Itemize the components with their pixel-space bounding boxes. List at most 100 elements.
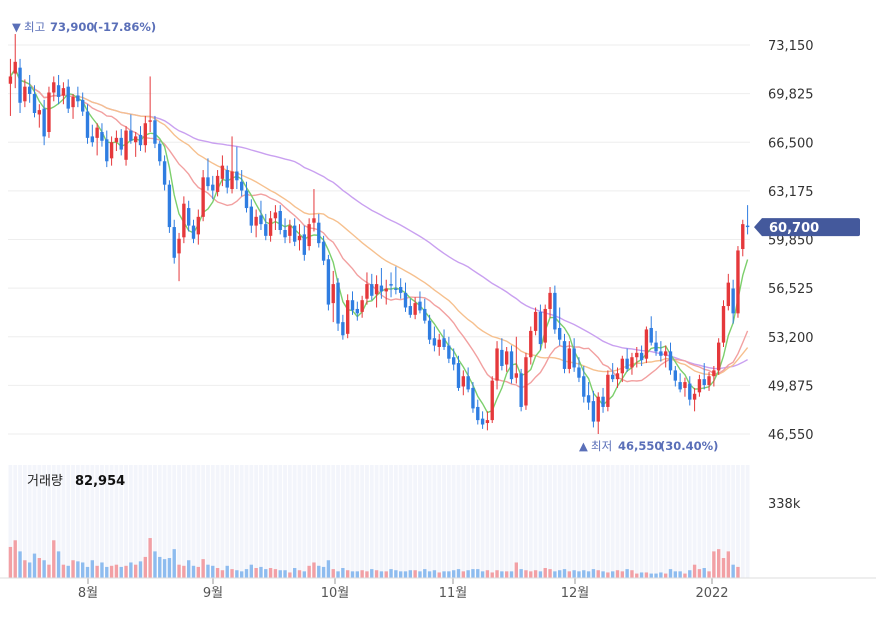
volume-bar[interactable] [312,562,316,578]
candle[interactable] [615,367,620,388]
candle[interactable] [403,282,408,312]
volume-bar[interactable] [268,568,273,578]
candle[interactable] [692,387,697,412]
candle[interactable] [268,210,273,242]
volume-bar[interactable] [336,571,340,578]
volume-bar[interactable] [283,570,287,578]
volume-bar[interactable] [480,571,485,578]
volume-bar[interactable] [524,570,528,578]
volume-bar[interactable] [158,556,162,578]
candle[interactable] [466,367,470,393]
volume-bar[interactable] [317,565,321,578]
candle[interactable] [533,307,538,336]
candle[interactable] [71,93,75,119]
volume-bar[interactable] [8,546,13,578]
volume-bar[interactable] [504,571,509,578]
volume-bar[interactable] [61,564,66,578]
volume-bar[interactable] [80,562,85,578]
candle[interactable] [659,341,663,362]
volume-bar[interactable] [124,565,128,578]
candle[interactable] [721,300,726,347]
candle[interactable] [456,355,461,391]
candle[interactable] [437,333,441,356]
candle[interactable] [61,82,66,105]
volume-bar[interactable] [56,551,61,578]
volume-bar[interactable] [119,566,123,578]
candle[interactable] [471,382,475,413]
volume-bar[interactable] [659,572,663,578]
candle[interactable] [211,175,215,200]
volume-bar[interactable] [394,570,398,578]
volume-bar[interactable] [37,558,42,578]
volume-bar[interactable] [138,561,143,578]
candle[interactable] [191,219,196,244]
candle[interactable] [736,246,740,318]
volume-bar[interactable] [553,571,557,578]
candle[interactable] [206,158,210,191]
candle[interactable] [370,273,374,301]
candle[interactable] [109,136,114,166]
volume-bar[interactable] [254,568,258,578]
candle[interactable] [697,374,702,397]
candle[interactable] [138,126,143,152]
volume-bar[interactable] [148,538,152,578]
volume-bar[interactable] [23,560,27,578]
candle[interactable] [95,123,99,156]
candle[interactable] [635,346,639,368]
candle[interactable] [297,224,302,251]
volume-bar[interactable] [625,569,629,578]
candle[interactable] [312,189,316,232]
volume-bar[interactable] [485,570,490,578]
candle[interactable] [13,34,17,89]
candle[interactable] [244,181,249,213]
candle[interactable] [389,272,393,298]
volume-bar[interactable] [726,551,731,578]
candle[interactable] [18,58,22,114]
volume-bar-series[interactable] [8,538,740,578]
volume-bar[interactable] [557,570,562,578]
candle[interactable] [572,338,576,372]
volume-bar[interactable] [42,560,46,578]
volume-bar[interactable] [220,570,225,578]
volume-bar[interactable] [225,565,229,578]
candle[interactable] [278,205,282,235]
volume-bar[interactable] [302,571,307,578]
candle[interactable] [702,363,706,390]
volume-bar[interactable] [582,570,586,578]
volume-bar[interactable] [398,571,403,578]
volume-bar[interactable] [211,565,215,578]
volume-bar[interactable] [466,570,470,578]
candle[interactable] [596,392,600,434]
volume-bar[interactable] [182,565,186,578]
candle[interactable] [663,345,668,368]
candle[interactable] [562,333,567,374]
volume-bar[interactable] [673,571,678,578]
candle[interactable] [543,304,547,349]
volume-bar[interactable] [591,569,596,578]
volume-bar[interactable] [172,549,176,578]
volume-bar[interactable] [95,565,99,578]
candle[interactable] [158,140,162,166]
volume-bar[interactable] [264,569,268,578]
candle[interactable] [129,114,133,144]
volume-bar[interactable] [235,570,239,578]
candle[interactable] [345,294,350,339]
candle[interactable] [42,99,46,146]
candle[interactable] [283,218,287,244]
volume-bar[interactable] [47,564,51,578]
candle[interactable] [490,376,494,424]
candle[interactable] [215,170,220,197]
volume-bar[interactable] [341,568,345,578]
volume-bar[interactable] [408,570,413,578]
volume-bar[interactable] [456,569,461,578]
volume-bar[interactable] [635,573,639,578]
candle[interactable] [504,346,509,372]
volume-bar[interactable] [500,571,504,578]
volume-bar[interactable] [321,566,326,578]
candle[interactable] [292,218,297,247]
candle[interactable] [85,104,90,144]
candle[interactable] [162,155,167,191]
volume-bar[interactable] [109,565,114,578]
volume-bar[interactable] [562,569,567,578]
candle[interactable] [249,199,254,233]
